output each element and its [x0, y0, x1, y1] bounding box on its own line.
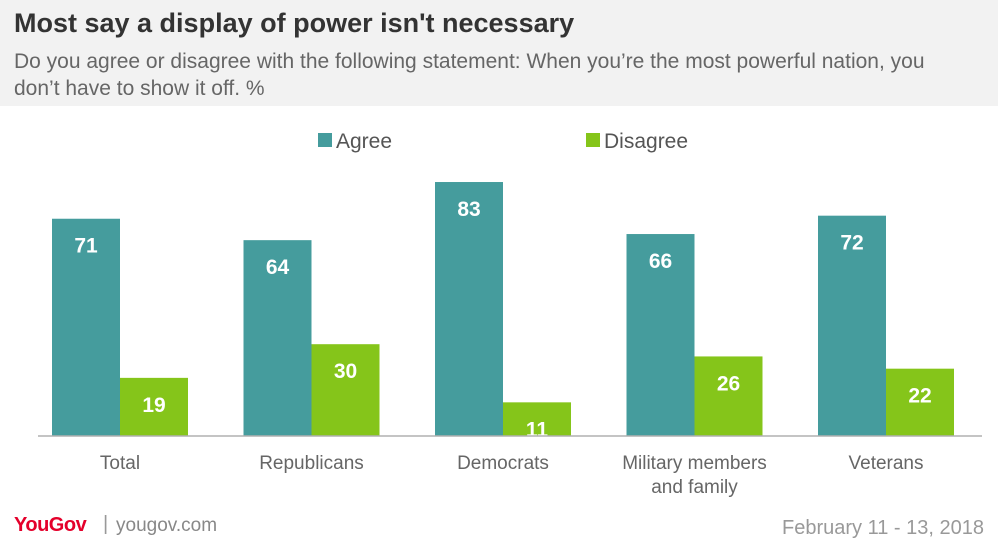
bar-agree-4 [818, 215, 886, 436]
x-axis-labels: Total Republicans Democrats Military member… [100, 453, 924, 498]
legend-swatch-disagree [586, 133, 600, 147]
data-label-disagree-3: 26 [717, 372, 740, 395]
x-tick-label-0: Total [100, 453, 140, 474]
bar-agree-1 [243, 240, 312, 436]
legend-swatch-agree [318, 133, 332, 147]
chart-title: Most say a display of power isn't necess… [14, 8, 575, 38]
bar-disagree-4 [886, 368, 954, 436]
legend-label-agree: Agree [336, 130, 392, 153]
legend-label-disagree: Disagree [604, 130, 688, 153]
x-tick-label-4: Veterans [849, 453, 924, 474]
data-label-agree-2: 83 [457, 198, 480, 221]
yougov-logo: YouGov [14, 514, 87, 536]
data-label-disagree-4: 22 [908, 385, 931, 408]
bars: 71 19 64 30 83 11 66 26 72 22 [52, 182, 954, 441]
data-label-disagree-2: 11 [526, 418, 549, 441]
bar-chart: Agree Disagree 71 19 64 30 83 11 66 26 72 22 Total… [38, 130, 982, 498]
bar-agree-0 [52, 218, 120, 436]
footer-separator: | [103, 513, 109, 535]
data-label-disagree-0: 19 [142, 394, 165, 417]
x-tick-label-2: Democrats [457, 453, 549, 474]
bar-disagree-1 [311, 344, 380, 436]
bar-disagree-0 [120, 377, 188, 436]
data-label-agree-1: 64 [266, 256, 290, 279]
data-label-agree-3: 66 [649, 250, 672, 273]
bar-agree-3 [626, 234, 695, 436]
x-tick-label-3-line-0: Military members [622, 453, 767, 474]
data-label-disagree-1: 30 [334, 360, 357, 383]
header: Most say a display of power isn't necess… [0, 0, 998, 106]
chart-subtitle: Do you agree or disagree with the follow… [14, 50, 925, 100]
survey-date: February 11 - 13, 2018 [782, 517, 984, 539]
bar-disagree-3 [694, 356, 763, 436]
legend: Agree Disagree [318, 130, 688, 153]
x-tick-label-3-line-1: and family [651, 477, 738, 498]
bar-disagree-2 [503, 402, 571, 436]
x-tick-label-1: Republicans [259, 453, 364, 474]
bar-agree-2 [435, 182, 503, 436]
data-label-agree-0: 71 [74, 235, 98, 258]
footer-url: yougov.com [116, 515, 218, 536]
data-label-agree-4: 72 [840, 232, 863, 255]
